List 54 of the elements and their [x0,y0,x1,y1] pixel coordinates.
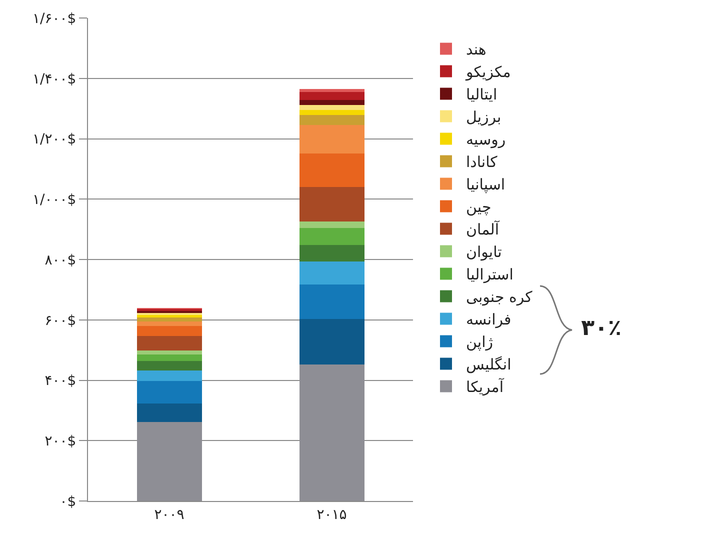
bar [299,262,364,284]
bar [299,92,364,100]
bar [299,284,364,319]
legend-label: برزیل [466,108,502,126]
bar [136,403,202,422]
y-tick-label: ۱/۶۰۰$ [32,10,76,27]
bar [136,354,202,362]
legend-label: اسپانیا [466,176,506,194]
legend-label: کره جنوبی [466,288,534,306]
legend-label: هند [466,40,486,59]
legend-label: روسیه [466,130,506,149]
bar [299,115,364,126]
bar [299,100,364,106]
bar [136,381,202,404]
bar [299,186,364,222]
bar [299,221,364,228]
bar [299,105,364,110]
legend-label: ژاپن [466,333,494,352]
bar [136,326,202,336]
legend-label: کانادا [466,153,498,172]
legend-label: استرالیا [466,266,514,284]
bar [136,361,202,370]
bar [136,321,202,326]
y-tick-label: ۰$ [60,494,76,510]
bar [299,318,364,365]
bar [136,314,202,318]
y-tick-label: ۱/۰۰۰$ [32,192,76,208]
y-tick-label: ۶۰۰$ [44,312,76,329]
bar [299,89,364,92]
legend-label: آلمان [466,220,500,239]
legend-label: مکزیکو [465,63,511,82]
y-tick-label: ۸۰۰$ [44,252,76,268]
bar [136,317,202,322]
bar [299,110,364,116]
legend-label: انگلیس [466,356,512,374]
x-tick-label: ۲۰۱۵ [316,506,347,523]
y-tick-label: ۴۰۰$ [44,373,76,390]
bar [299,154,364,187]
bar [299,125,364,154]
legend-label: فرانسه [466,310,512,329]
legend-label: چین [466,198,492,216]
y-tick-label: ۱/۴۰۰$ [32,71,76,88]
y-tick-label: ۱/۲۰۰$ [32,132,76,148]
x-tick-label: ۲۰۰۹ [154,506,184,523]
text: ۳۰٪ [581,316,622,341]
y-tick-label: ۲۰۰$ [44,434,76,450]
bar [299,245,364,262]
bar [136,350,202,355]
bar [136,370,202,382]
legend-label: ایتالیا [466,86,498,104]
legend-label: آمریکا [466,377,504,396]
legend-label: تایوان [466,243,502,262]
bar [136,336,202,351]
bar [299,228,364,246]
